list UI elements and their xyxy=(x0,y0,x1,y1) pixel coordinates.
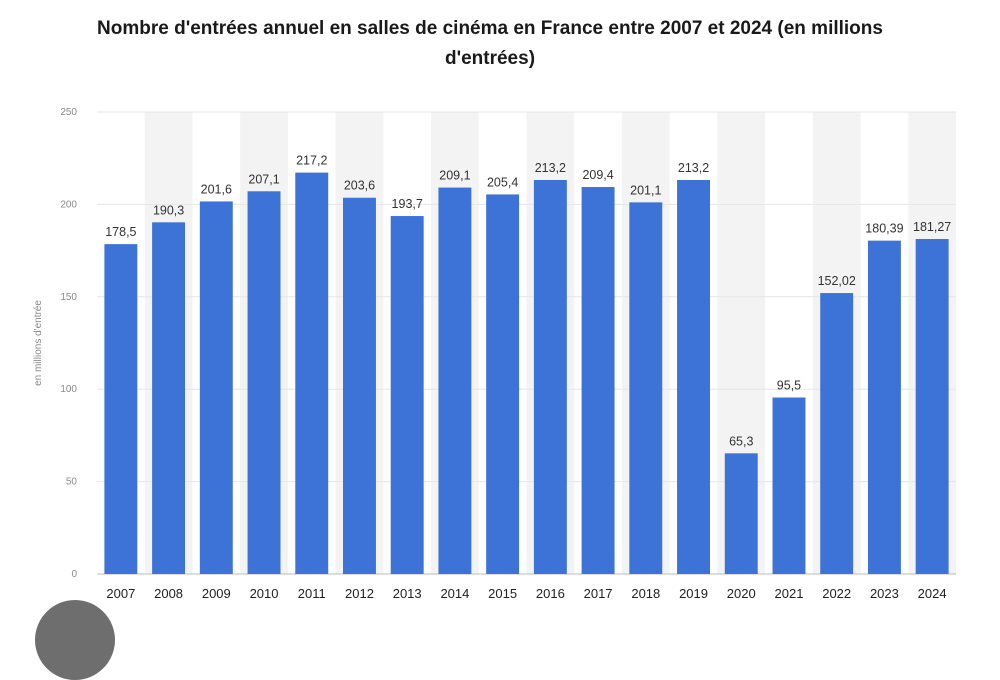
x-tick-label-2007: 2007 xyxy=(106,586,135,601)
data-label-2012: 203,6 xyxy=(344,179,375,193)
x-tick-label-2013: 2013 xyxy=(393,586,422,601)
bar-chart: 0 50 100 150 200 250 178,5 190,3 201,6 207,1 217,… xyxy=(33,107,956,601)
bar-2022 xyxy=(820,293,854,574)
x-tick-label-2023: 2023 xyxy=(870,586,899,601)
x-tick-label-2022: 2022 xyxy=(822,586,851,601)
bar-2007 xyxy=(104,244,138,574)
x-tick-label-2008: 2008 xyxy=(154,586,183,601)
data-label-2009: 201,6 xyxy=(201,182,232,196)
data-label-2018: 201,1 xyxy=(630,183,661,197)
data-label-2011: 217,2 xyxy=(296,154,327,168)
data-labels: 178,5 190,3 201,6 207,1 217,2 203,6 193,7 209,1… xyxy=(105,154,951,449)
bar-2020 xyxy=(724,453,758,574)
data-label-2017: 209,4 xyxy=(582,168,613,182)
y-tick-labels: 0 50 100 150 200 250 xyxy=(60,107,77,580)
y-axis-title: en millions d'entrée xyxy=(33,300,44,386)
data-label-2014: 209,1 xyxy=(439,169,470,183)
x-tick-labels: 2007 2008 2009 2010 2011 2012 2013 2014 2015 2016… xyxy=(106,586,946,601)
y-tick-label: 150 xyxy=(60,292,77,303)
bar-2010 xyxy=(247,191,281,574)
x-tick-label-2014: 2014 xyxy=(440,586,469,601)
data-label-2007: 178,5 xyxy=(105,225,136,239)
bar-2015 xyxy=(486,194,520,574)
data-label-2023: 180,39 xyxy=(865,222,903,236)
x-tick-label-2021: 2021 xyxy=(775,586,804,601)
data-label-2020: 65,3 xyxy=(729,434,753,448)
data-label-2015: 205,4 xyxy=(487,175,518,189)
bar-2009 xyxy=(199,201,233,574)
bar-2017 xyxy=(581,187,615,574)
x-tick-label-2015: 2015 xyxy=(488,586,517,601)
x-tick-label-2010: 2010 xyxy=(250,586,279,601)
y-tick-label: 0 xyxy=(71,569,77,580)
data-label-2019: 213,2 xyxy=(678,161,709,175)
chart-title: Nombre d'entrées annuel en salles de cin… xyxy=(97,18,883,69)
bar-2012 xyxy=(343,197,376,574)
x-tick-label-2017: 2017 xyxy=(584,586,613,601)
bars xyxy=(104,172,949,575)
bar-2013 xyxy=(390,216,424,574)
bar-2023 xyxy=(867,240,901,574)
bar-2018 xyxy=(629,202,663,575)
y-tick-label: 250 xyxy=(60,107,77,118)
data-label-2013: 193,7 xyxy=(392,197,423,211)
x-tick-label-2009: 2009 xyxy=(202,586,231,601)
data-label-2024: 181,27 xyxy=(913,220,951,234)
data-label-2010: 207,1 xyxy=(248,172,279,186)
bar-2016 xyxy=(533,180,567,574)
data-label-2022: 152,02 xyxy=(818,274,856,288)
x-tick-label-2024: 2024 xyxy=(918,586,947,601)
data-label-2008: 190,3 xyxy=(153,203,184,217)
bar-2008 xyxy=(152,222,186,574)
overlay-circle xyxy=(35,600,115,680)
data-label-2021: 95,5 xyxy=(777,379,801,393)
x-tick-label-2018: 2018 xyxy=(631,586,660,601)
x-tick-label-2016: 2016 xyxy=(536,586,565,601)
x-tick-label-2011: 2011 xyxy=(298,586,326,601)
bar-2014 xyxy=(438,187,472,575)
y-tick-label: 50 xyxy=(66,477,78,488)
y-tick-label: 200 xyxy=(60,199,77,210)
bar-2019 xyxy=(677,180,710,574)
y-tick-label: 100 xyxy=(60,384,77,395)
gridlines xyxy=(97,111,956,575)
x-tick-label-2012: 2012 xyxy=(345,586,374,601)
x-tick-label-2020: 2020 xyxy=(727,586,756,601)
bar-2021 xyxy=(772,397,806,574)
bar-2024 xyxy=(915,239,949,574)
x-tick-label-2019: 2019 xyxy=(679,586,708,601)
data-label-2016: 213,2 xyxy=(535,161,566,175)
bar-2011 xyxy=(295,172,329,575)
